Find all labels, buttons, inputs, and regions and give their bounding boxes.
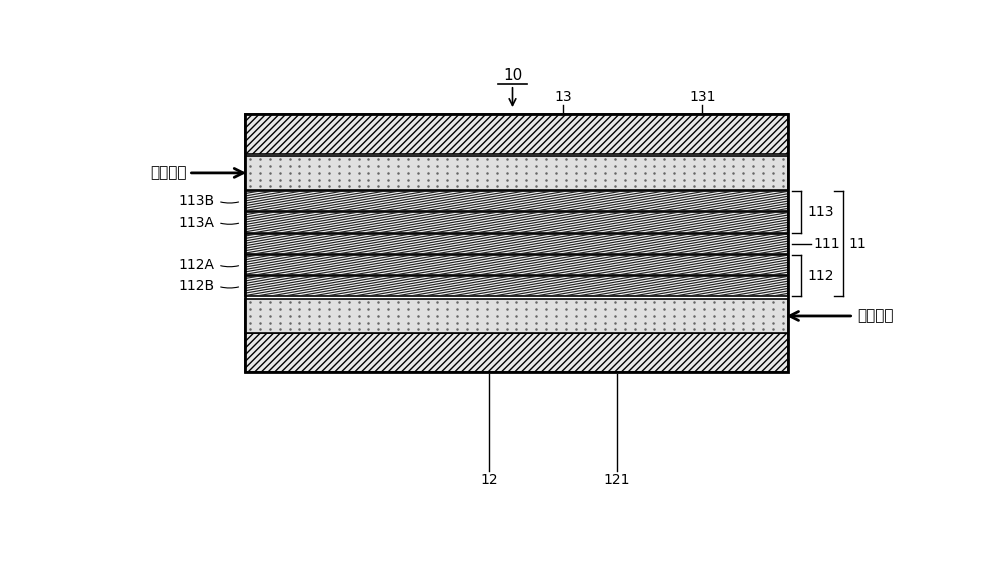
Text: 13: 13: [554, 90, 572, 104]
Bar: [245, 212, 788, 233]
Text: 阳极气体: 阳极气体: [857, 309, 894, 324]
Bar: [245, 276, 788, 297]
Bar: [245, 234, 788, 254]
Bar: [245, 156, 788, 190]
Bar: [245, 114, 788, 154]
Text: 阴极气体: 阴极气体: [150, 166, 187, 180]
Text: 121: 121: [604, 473, 630, 487]
Bar: [245, 255, 788, 275]
Bar: [245, 333, 788, 372]
Text: 111: 111: [813, 237, 840, 251]
Text: 11: 11: [848, 237, 866, 251]
Text: 10: 10: [503, 68, 522, 83]
Text: 131: 131: [689, 90, 716, 104]
Text: 113A: 113A: [178, 216, 214, 230]
Bar: [245, 299, 788, 333]
Text: 112A: 112A: [178, 258, 214, 272]
Text: 112B: 112B: [178, 279, 214, 293]
Text: 12: 12: [480, 473, 498, 487]
Text: 113: 113: [807, 205, 834, 219]
Text: 113B: 113B: [178, 194, 214, 208]
Bar: [245, 191, 788, 212]
Bar: [245, 114, 788, 372]
Text: 112: 112: [807, 269, 834, 283]
